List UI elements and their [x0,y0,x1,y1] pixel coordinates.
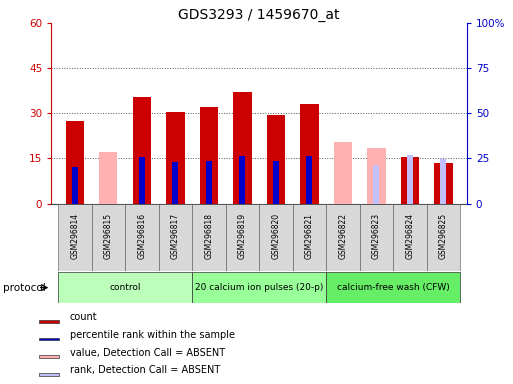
Bar [192,272,326,303]
Bar [66,121,84,204]
Bar [226,204,259,271]
Text: GSM296824: GSM296824 [405,213,415,259]
Bar [292,204,326,271]
Bar [200,107,218,204]
Text: GSM296821: GSM296821 [305,213,314,259]
Bar [172,162,179,204]
Text: GSM296820: GSM296820 [271,213,280,259]
Bar [139,157,145,204]
Bar [333,142,352,204]
Bar [239,156,245,204]
Bar [373,165,380,204]
Bar [300,104,319,204]
Bar [99,152,117,204]
Text: GSM296822: GSM296822 [339,213,347,259]
Text: value, Detection Call = ABSENT: value, Detection Call = ABSENT [70,348,225,358]
Text: GSM296816: GSM296816 [137,213,146,259]
Text: calcium-free wash (CFW): calcium-free wash (CFW) [337,283,449,292]
Bar [192,204,226,271]
Bar [39,373,58,376]
Bar [434,163,452,204]
Text: GSM296823: GSM296823 [372,213,381,259]
Bar [407,155,413,204]
Text: rank, Detection Call = ABSENT: rank, Detection Call = ABSENT [70,365,220,375]
Bar [58,272,192,303]
Bar [72,167,78,204]
Bar [306,156,312,204]
Bar [401,157,419,204]
Text: percentile rank within the sample: percentile rank within the sample [70,330,235,340]
Bar [39,338,58,340]
Bar [440,159,446,204]
Text: GSM296814: GSM296814 [70,213,79,259]
Bar [393,204,427,271]
Text: GSM296825: GSM296825 [439,213,448,259]
Text: GSM296818: GSM296818 [204,213,213,259]
Bar [206,161,212,204]
Text: GSM296817: GSM296817 [171,213,180,259]
Text: GSM296819: GSM296819 [238,213,247,259]
Text: protocol: protocol [3,283,45,293]
Text: 20 calcium ion pulses (20-p): 20 calcium ion pulses (20-p) [195,283,323,292]
Bar [125,204,159,271]
Bar [58,204,91,271]
Text: GSM296815: GSM296815 [104,213,113,259]
Bar [273,161,279,204]
Title: GDS3293 / 1459670_at: GDS3293 / 1459670_at [179,8,340,22]
Bar [326,272,460,303]
Text: count: count [70,312,97,322]
Bar [360,204,393,271]
Bar [91,204,125,271]
Bar [166,112,185,204]
Bar [39,320,58,323]
Bar [367,148,386,204]
Bar [39,355,58,358]
Bar [259,204,292,271]
Bar [159,204,192,271]
Bar [326,204,360,271]
Text: control: control [109,283,141,292]
Bar [132,97,151,204]
Bar [427,204,460,271]
Bar [267,115,285,204]
Bar [233,92,251,204]
